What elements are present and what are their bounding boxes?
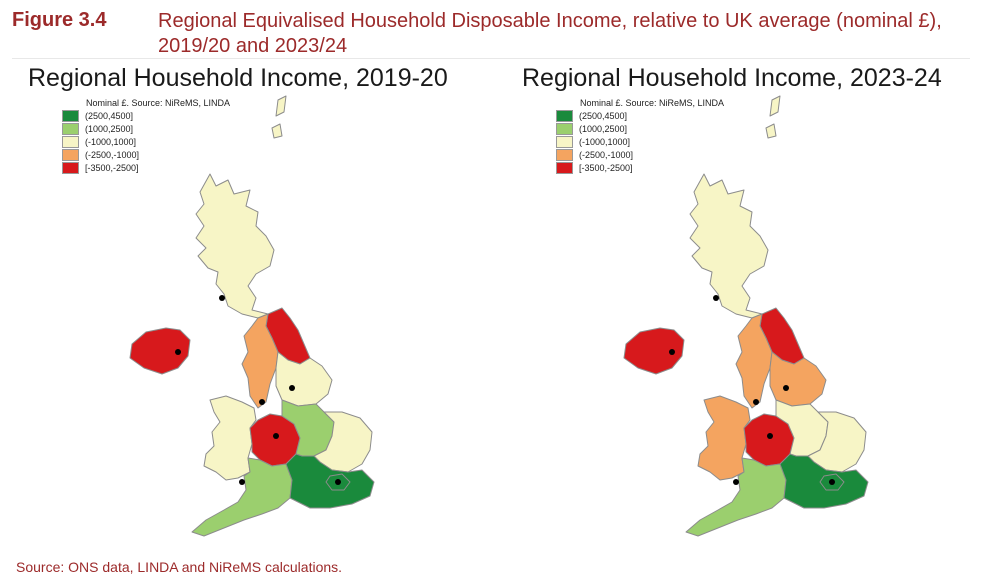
legend-swatch (62, 122, 79, 135)
header-divider (12, 58, 970, 59)
map-legend: Nominal £. Source: NiReMS, LINDA (2500,4… (556, 98, 724, 174)
city-leeds-marker (289, 385, 295, 391)
legend-item: (-2500,-1000] (556, 148, 724, 161)
legend-item: (1000,2500] (62, 122, 230, 135)
map-legend: Nominal £. Source: NiReMS, LINDA (2500,4… (62, 98, 230, 174)
legend-item: (-1000,1000] (556, 135, 724, 148)
legend-item: (2500,4500] (62, 109, 230, 122)
legend-header: Nominal £. Source: NiReMS, LINDA (86, 98, 231, 108)
legend-swatch (62, 135, 79, 148)
region-wales[interactable] (697, 395, 751, 481)
legend-item: (-1000,1000] (62, 135, 230, 148)
region-scotland[interactable] (689, 173, 769, 319)
legend-swatch (556, 161, 573, 174)
legend-item: (-2500,-1000] (62, 148, 230, 161)
city-glasgow-marker (219, 295, 225, 301)
uk-regions-map (623, 95, 869, 537)
city-birmingham-marker (767, 433, 773, 439)
region-wales[interactable] (203, 395, 257, 481)
region-northern-ireland[interactable] (129, 327, 191, 375)
region-scotland[interactable] (195, 173, 275, 319)
figure-number: Figure 3.4 (12, 9, 107, 31)
region-yorkshire[interactable] (275, 351, 333, 407)
figure-header: Figure 3.4 Regional Equivalised Househol… (12, 6, 972, 58)
city-belfast-marker (669, 349, 675, 355)
map-panel-2019-20: Regional Household Income, 2019-20 (20, 62, 490, 552)
legend-swatch (556, 148, 573, 161)
legend-item: [-3500,-2500] (556, 161, 724, 174)
figure-title: Regional Equivalised Household Disposabl… (158, 10, 942, 57)
legend-label: (1000,2500] (579, 123, 628, 134)
legend-swatch (556, 122, 573, 135)
city-glasgow-marker (713, 295, 719, 301)
legend-label: (2500,4500] (579, 110, 628, 121)
map-title: Regional Household Income, 2019-20 (28, 64, 448, 92)
city-markers (175, 295, 341, 485)
map-title: Regional Household Income, 2023-24 (522, 64, 942, 92)
region-yorkshire[interactable] (769, 351, 827, 407)
legend-item: (2500,4500] (556, 109, 724, 122)
city-manchester-marker (753, 399, 759, 405)
legend-swatch (62, 109, 79, 122)
legend-label: [-3500,-2500] (85, 162, 139, 173)
legend-label: (-2500,-1000] (85, 149, 140, 160)
city-cardiff-marker (733, 479, 739, 485)
legend-label: (-1000,1000] (579, 136, 631, 147)
legend-swatch (556, 135, 573, 148)
legend-label: (-1000,1000] (85, 136, 137, 147)
source-note: Source: ONS data, LINDA and NiReMS calcu… (16, 559, 343, 575)
legend-label: (2500,4500] (85, 110, 134, 121)
uk-regions-map (129, 95, 375, 537)
city-belfast-marker (175, 349, 181, 355)
legend-item: [-3500,-2500] (62, 161, 230, 174)
region-orkney (271, 95, 287, 139)
legend-swatch (556, 109, 573, 122)
city-london-marker (829, 479, 835, 485)
legend-item: (1000,2500] (556, 122, 724, 135)
map-panel-2023-24: Regional Household Income, 2023-24 (514, 62, 982, 552)
city-birmingham-marker (273, 433, 279, 439)
region-northern-ireland[interactable] (623, 327, 685, 375)
legend-label: (-2500,-1000] (579, 149, 634, 160)
region-orkney (765, 95, 781, 139)
city-london-marker (335, 479, 341, 485)
legend-header: Nominal £. Source: NiReMS, LINDA (580, 98, 725, 108)
legend-swatch (62, 148, 79, 161)
city-leeds-marker (783, 385, 789, 391)
legend-swatch (62, 161, 79, 174)
legend-label: (1000,2500] (85, 123, 134, 134)
city-markers (669, 295, 835, 485)
city-manchester-marker (259, 399, 265, 405)
city-cardiff-marker (239, 479, 245, 485)
legend-label: [-3500,-2500] (579, 162, 633, 173)
